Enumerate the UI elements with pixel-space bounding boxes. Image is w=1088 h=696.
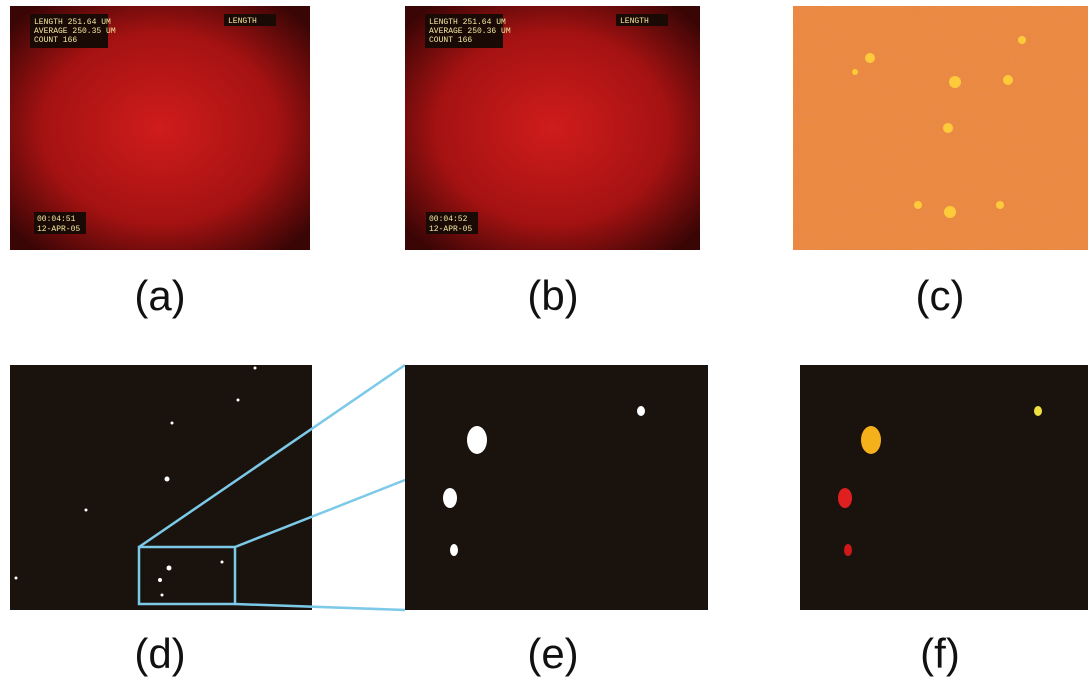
overlay-text: AVERAGE 250.35 UM (34, 27, 116, 36)
particle (861, 426, 881, 454)
overlay-text: AVERAGE 250.36 UM (429, 27, 511, 36)
panel-e: (e) (405, 365, 708, 677)
figure: LENGTH 251.64 UM AVERAGE 250.35 UM COUNT… (0, 0, 1088, 696)
binary-image (405, 365, 708, 610)
overlay-text: COUNT 166 (34, 36, 77, 45)
panel-c: (c) (793, 6, 1088, 319)
overlay-text: LENGTH (620, 17, 649, 26)
overlay-text: LENGTH 251.64 UM (34, 18, 111, 27)
overlay-text: COUNT 166 (429, 36, 472, 45)
panel-label: (d) (134, 630, 185, 677)
overlay-text: 00:04:52 (429, 215, 468, 224)
overlay-text: 12-APR-05 (429, 225, 472, 234)
panel-f: (f) (800, 365, 1088, 677)
panel-label: (c) (916, 272, 965, 319)
panel-label: (e) (527, 630, 578, 677)
particle (1034, 406, 1042, 416)
particle (838, 488, 852, 508)
panel-d: (d) (10, 365, 312, 677)
panel-label: (f) (920, 630, 960, 677)
particle (844, 544, 852, 556)
panel-label: (a) (134, 272, 185, 319)
panel-label: (b) (527, 272, 578, 319)
panel-b: LENGTH 251.64 UM AVERAGE 250.36 UM COUNT… (405, 6, 700, 319)
binary-image (10, 365, 312, 610)
overlay-text: 12-APR-05 (37, 225, 80, 234)
overlay-text: LENGTH 251.64 UM (429, 18, 506, 27)
heatmap-noise (793, 6, 1088, 250)
overlay-text: LENGTH (228, 17, 257, 26)
label-image (800, 365, 1088, 610)
overlay-text: 00:04:51 (37, 215, 76, 224)
panel-a: LENGTH 251.64 UM AVERAGE 250.35 UM COUNT… (10, 6, 310, 319)
